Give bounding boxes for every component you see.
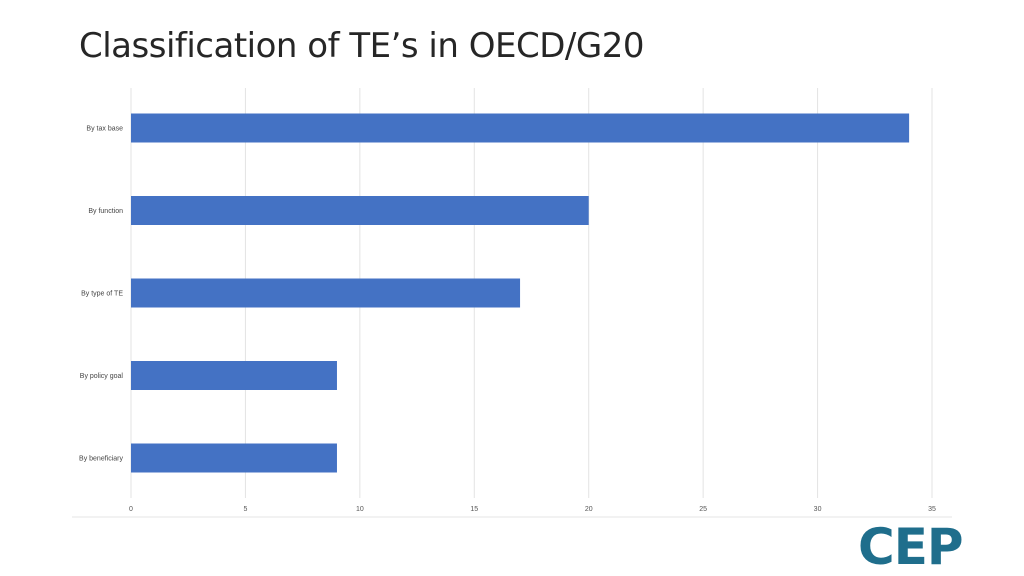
x-tick-label: 15 bbox=[470, 506, 478, 513]
category-label: By tax base bbox=[86, 126, 123, 133]
cep-logo: CEP bbox=[858, 518, 963, 576]
x-tick-label: 30 bbox=[814, 506, 822, 513]
bar bbox=[131, 113, 910, 143]
x-tick-label: 10 bbox=[356, 506, 364, 513]
bar bbox=[131, 278, 521, 308]
x-tick-label: 35 bbox=[928, 506, 936, 513]
bar bbox=[131, 443, 337, 473]
x-tick-label: 5 bbox=[243, 506, 247, 513]
category-label: By function bbox=[88, 208, 123, 215]
bar bbox=[131, 361, 337, 390]
slide-title: Classification of TE’s in OECD/G20 bbox=[79, 26, 644, 66]
bar bbox=[131, 196, 589, 225]
x-tick-label: 0 bbox=[129, 506, 133, 513]
category-label: By policy goal bbox=[80, 373, 124, 380]
category-label: By type of TE bbox=[81, 291, 123, 298]
x-tick-label: 25 bbox=[699, 506, 707, 513]
x-tick-label: 20 bbox=[585, 506, 593, 513]
category-label: By beneficiary bbox=[79, 456, 123, 463]
